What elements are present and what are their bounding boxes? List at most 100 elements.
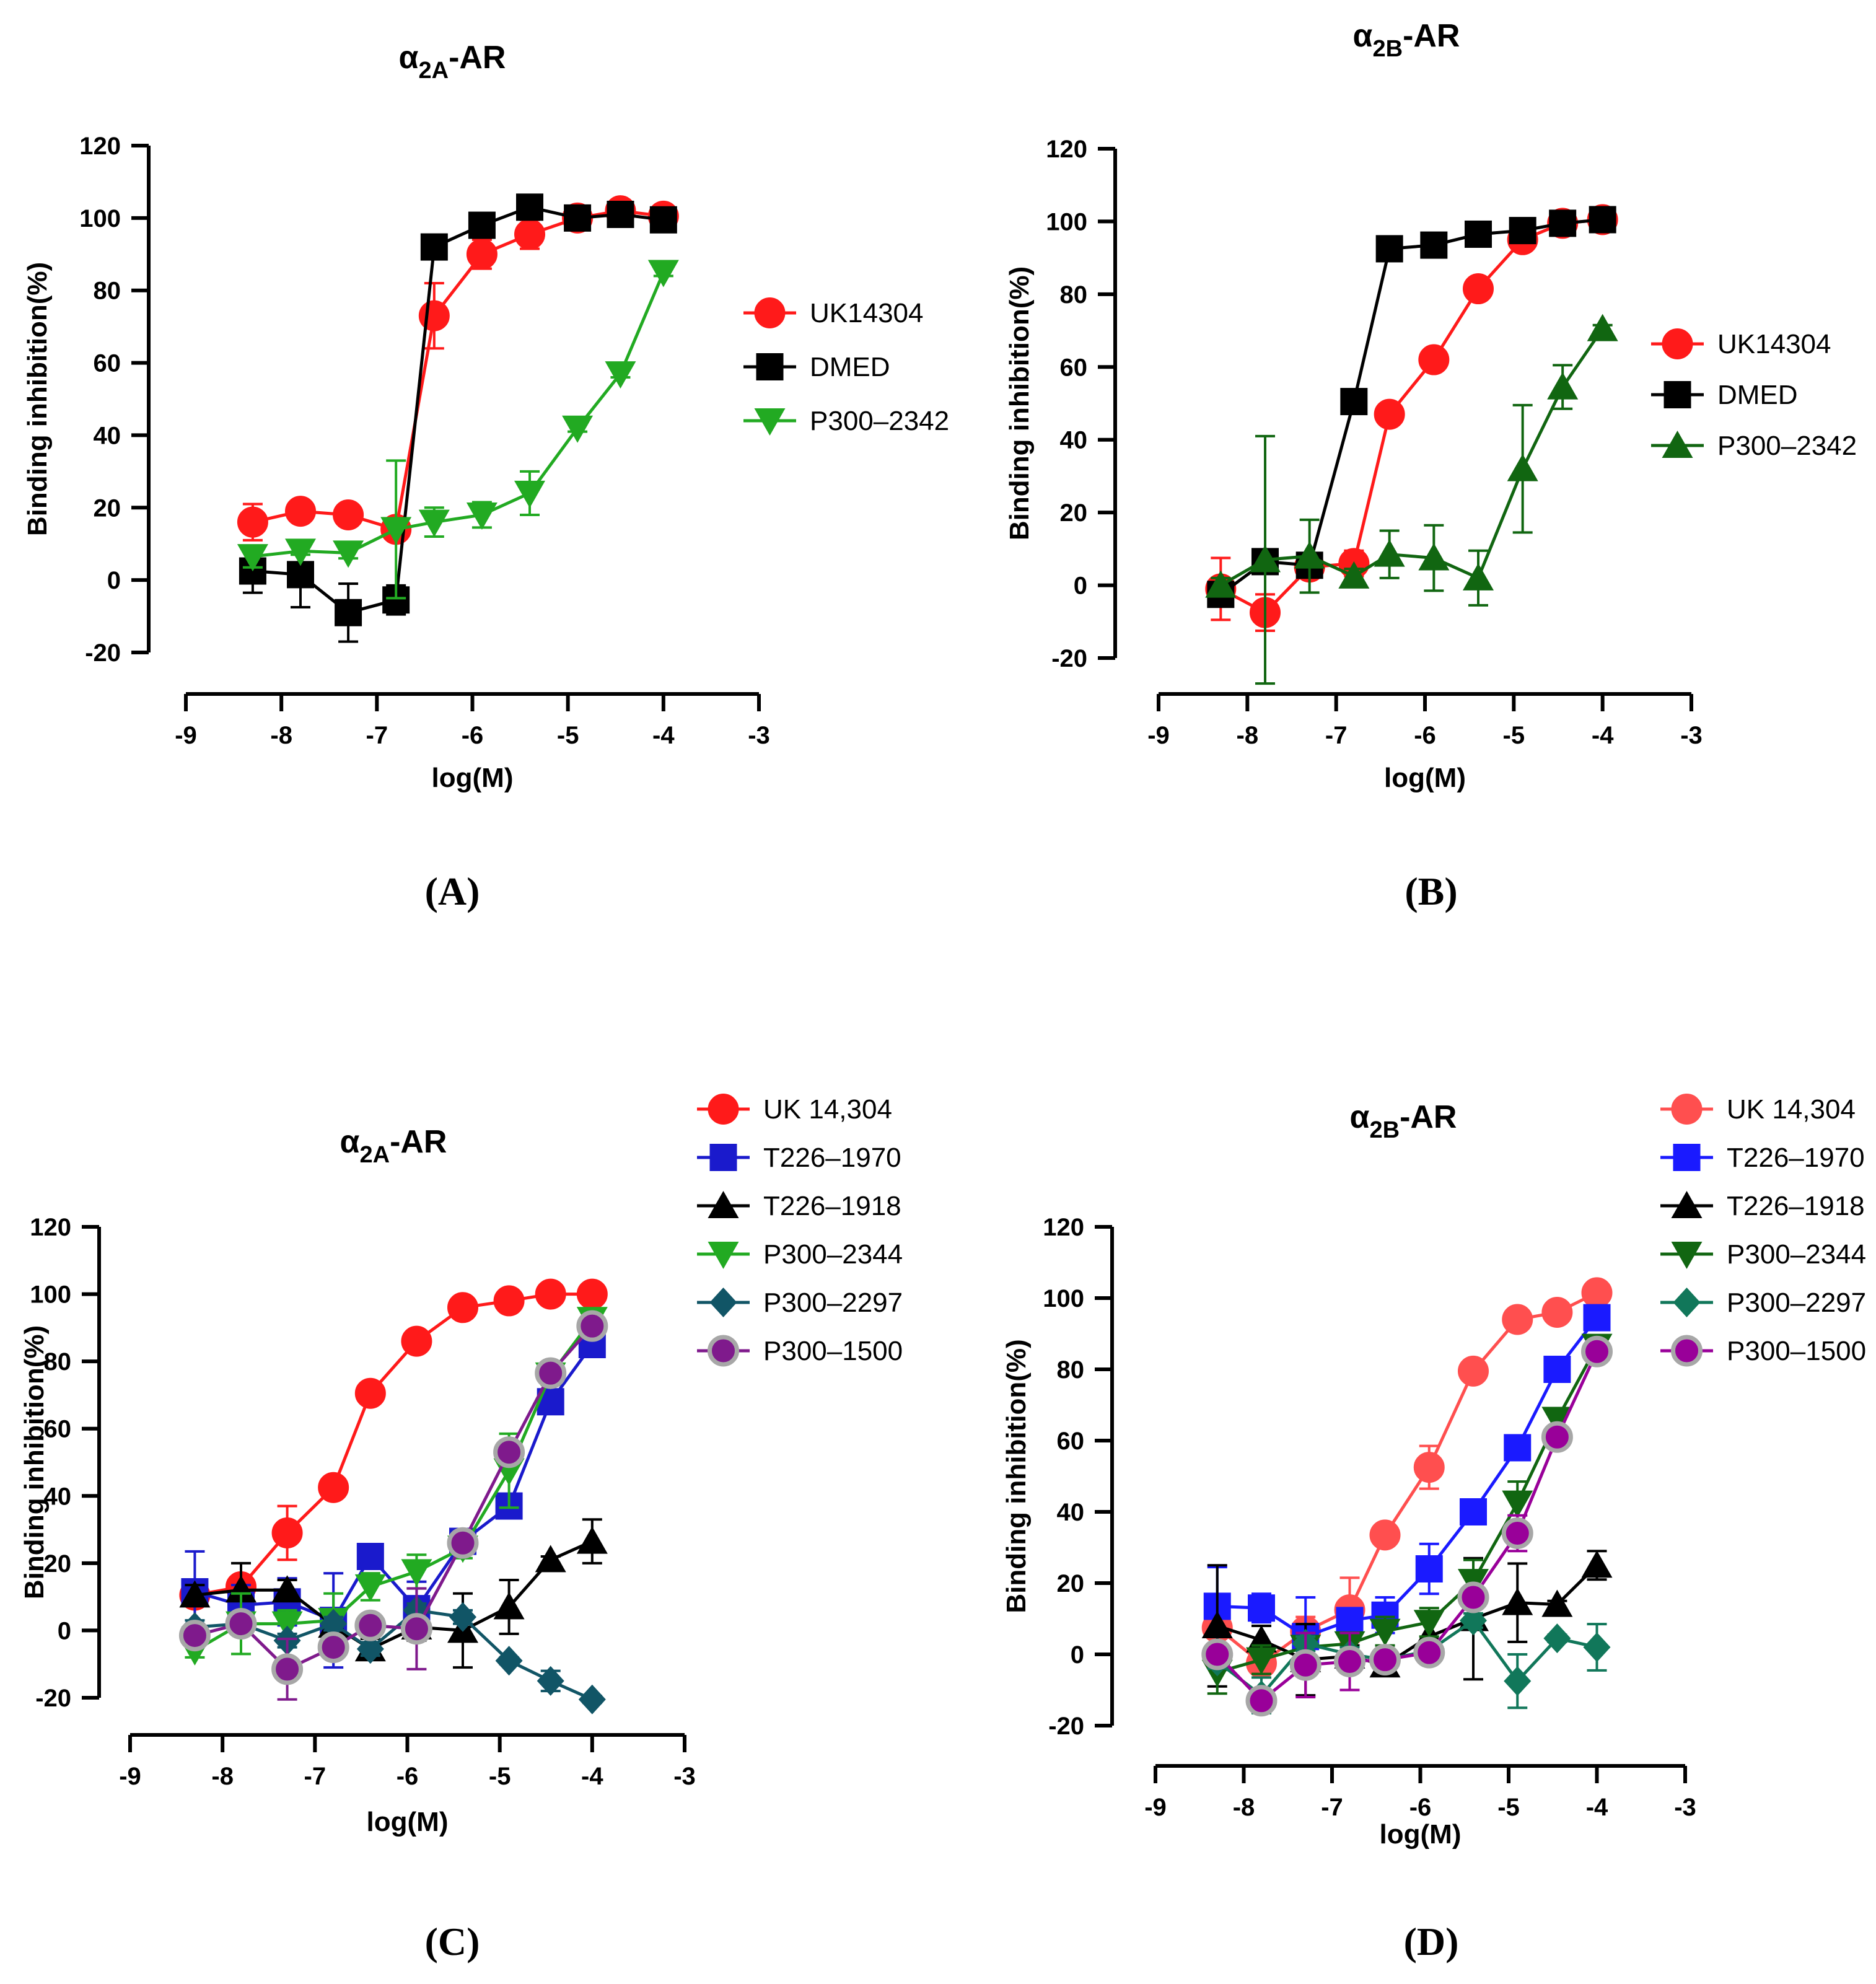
series-1 <box>239 193 677 643</box>
legend-item: UK14304 <box>743 297 923 328</box>
y-tick-label: 100 <box>1046 208 1087 235</box>
data-point <box>1246 1647 1277 1675</box>
legend-item: T226–1970 <box>697 1143 901 1173</box>
chart-1: α2B-AR -20 0 20 40 60 80 100 120 -9 -8 -7 -6 -5 -4 -3 lo… <box>1004 18 1857 913</box>
legend-item: T226–1970 <box>1660 1143 1865 1173</box>
data-point <box>401 1559 432 1587</box>
legend-item: T226–1918 <box>697 1191 901 1221</box>
chart-title-suffix: -AR <box>390 1124 447 1160</box>
legend-item: P300–2297 <box>697 1288 903 1318</box>
legend-marker <box>1663 381 1691 408</box>
series-line <box>1220 328 1604 587</box>
legend-marker <box>754 297 786 328</box>
data-point <box>1541 1297 1573 1328</box>
y-tick-label: 120 <box>79 133 121 160</box>
data-point <box>1369 1519 1401 1551</box>
x-tick-label: -9 <box>119 1763 141 1790</box>
data-point <box>237 544 268 572</box>
chart-title-sub: 2B <box>1372 36 1403 62</box>
data-point <box>1205 570 1237 598</box>
x-tick-label: -3 <box>1674 1794 1696 1821</box>
data-point <box>1465 220 1492 248</box>
y-tick-label: -20 <box>85 639 121 667</box>
x-tick-label: -6 <box>1414 722 1436 749</box>
y-tick-label: 40 <box>1057 1499 1085 1526</box>
series-line <box>1216 1351 1598 1703</box>
legend-label: UK 14,304 <box>1727 1094 1856 1125</box>
legend-marker <box>709 1144 737 1171</box>
data-point <box>1289 1649 1322 1681</box>
legend-label: T226–1918 <box>1727 1191 1865 1221</box>
y-tick-label: 80 <box>94 278 121 305</box>
data-point <box>317 1631 349 1664</box>
series-1 <box>1203 1304 1611 1677</box>
data-point <box>418 509 450 537</box>
data-point <box>1502 1490 1533 1518</box>
legend-item: UK 14,304 <box>1660 1094 1856 1125</box>
data-point <box>1334 1646 1365 1677</box>
data-point <box>447 1527 479 1559</box>
x-axis-title: log(M) <box>1380 1819 1462 1850</box>
data-point <box>576 1526 608 1554</box>
x-tick-label: -9 <box>175 722 197 749</box>
data-point <box>1541 1407 1573 1434</box>
data-point <box>356 1634 384 1664</box>
series-line <box>195 1609 593 1701</box>
y-tick-label: 80 <box>1057 1356 1085 1384</box>
series-2 <box>237 260 679 600</box>
x-tick-label: -9 <box>1144 1794 1167 1821</box>
data-point <box>1541 1421 1573 1453</box>
data-point <box>271 1517 303 1548</box>
legend-item: UK 14,304 <box>697 1094 892 1125</box>
y-tick-label: 120 <box>1046 136 1087 163</box>
data-point <box>333 540 364 568</box>
data-point <box>1415 1555 1443 1582</box>
data-point <box>1340 388 1368 416</box>
series-line <box>1216 1291 1598 1666</box>
x-tick-label: -4 <box>581 1763 603 1790</box>
series-2 <box>1205 314 1618 685</box>
legend-item: UK14304 <box>1651 328 1831 359</box>
y-tick-label: 0 <box>1071 1641 1084 1669</box>
data-point <box>271 1575 303 1603</box>
legend-label: P300–2344 <box>1727 1239 1866 1270</box>
data-point <box>1457 1581 1489 1613</box>
data-point <box>1507 454 1538 481</box>
series-line <box>252 205 664 615</box>
legend-label: P300–2342 <box>1717 431 1857 461</box>
x-tick-label: -8 <box>211 1763 234 1790</box>
data-point <box>493 1436 525 1468</box>
data-point <box>514 480 545 508</box>
y-axis-title: Binding inhibition(%) <box>1004 266 1035 540</box>
data-point <box>1501 1517 1533 1549</box>
data-point <box>1460 1498 1487 1525</box>
y-tick-label: 80 <box>1060 281 1088 309</box>
legend-label: P300–1500 <box>1727 1336 1866 1366</box>
legend-marker <box>1673 1288 1701 1317</box>
y-tick-label: -20 <box>1051 645 1087 672</box>
series-line <box>194 1318 594 1653</box>
y-tick-label: 60 <box>44 1416 72 1443</box>
x-tick-label: -5 <box>1503 722 1525 749</box>
legend-item: T226–1918 <box>1660 1191 1865 1221</box>
y-tick-label: 40 <box>94 422 121 449</box>
data-point <box>418 300 450 331</box>
data-point <box>1581 1550 1613 1578</box>
data-point <box>535 1278 566 1310</box>
chart-title: α2B-AR <box>1350 1099 1457 1143</box>
data-point <box>447 1292 478 1323</box>
data-point <box>1587 314 1618 341</box>
chart-title-sub: 2B <box>1369 1117 1400 1143</box>
y-tick-label: 60 <box>94 350 121 377</box>
chart-title-prefix: α <box>340 1124 360 1160</box>
legend-item: P300–2297 <box>1660 1288 1866 1318</box>
legend-label: UK14304 <box>810 298 923 328</box>
x-tick-label: -3 <box>1680 722 1703 749</box>
data-point <box>607 201 634 229</box>
data-point <box>400 1613 432 1645</box>
data-point <box>605 361 636 389</box>
data-point <box>1338 561 1370 589</box>
legend-marker <box>708 1335 739 1367</box>
data-point <box>225 1608 257 1640</box>
